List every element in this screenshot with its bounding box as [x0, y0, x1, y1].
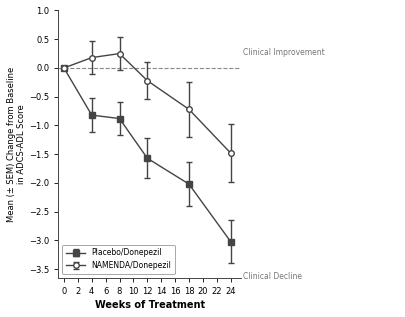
Text: Clinical Decline: Clinical Decline — [242, 272, 301, 281]
Legend: Placebo/Donepezil, NAMENDA/Donepezil: Placebo/Donepezil, NAMENDA/Donepezil — [62, 245, 175, 274]
X-axis label: Weeks of Treatment: Weeks of Treatment — [94, 300, 204, 310]
Y-axis label: Mean (± SEM) Change from Baseline
in ADCS-ADL Score: Mean (± SEM) Change from Baseline in ADC… — [7, 67, 26, 222]
Text: Clinical Improvement: Clinical Improvement — [242, 48, 324, 57]
